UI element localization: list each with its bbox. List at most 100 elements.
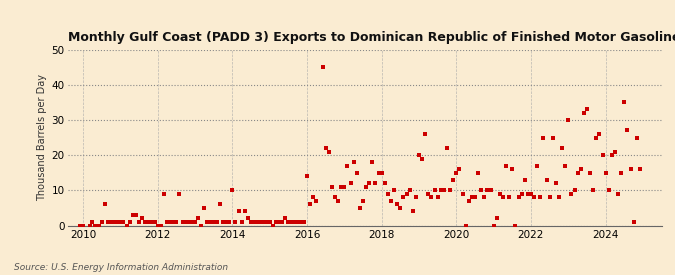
Point [131,213,142,217]
Point [563,118,574,122]
Point [122,223,132,228]
Point [470,195,481,200]
Point [218,220,229,224]
Point [75,223,86,228]
Point [544,195,555,200]
Point [202,220,213,224]
Point [292,220,303,224]
Point [429,188,440,192]
Point [466,195,477,200]
Point [610,149,620,154]
Point [97,220,107,224]
Point [171,220,182,224]
Point [594,132,605,136]
Point [454,167,464,171]
Point [622,128,632,133]
Point [209,220,219,224]
Point [93,223,104,228]
Point [529,195,539,200]
Point [379,181,390,185]
Point [143,220,154,224]
Point [597,153,608,157]
Point [230,220,241,224]
Point [354,206,365,210]
Point [149,220,160,224]
Point [522,192,533,196]
Point [280,216,291,221]
Point [323,149,334,154]
Point [513,195,524,200]
Point [205,220,216,224]
Point [420,132,431,136]
Point [460,223,471,228]
Point [495,192,506,196]
Y-axis label: Thousand Barrels per Day: Thousand Barrels per Day [37,74,47,201]
Point [488,223,499,228]
Point [153,223,163,228]
Text: Monthly Gulf Coast (PADD 3) Exports to Dominican Republic of Finished Motor Gaso: Monthly Gulf Coast (PADD 3) Exports to D… [68,31,675,44]
Point [304,202,315,207]
Point [346,181,356,185]
Point [90,223,101,228]
Point [510,223,520,228]
Point [137,216,148,221]
Point [159,192,169,196]
Point [358,199,369,203]
Point [162,220,173,224]
Point [585,170,595,175]
Point [192,216,203,221]
Point [187,220,198,224]
Point [551,181,562,185]
Point [180,220,191,224]
Point [581,107,592,112]
Point [298,220,309,224]
Point [178,220,188,224]
Point [267,223,278,228]
Point [606,153,617,157]
Point [124,220,135,224]
Point [327,185,338,189]
Point [445,188,456,192]
Point [504,195,514,200]
Point [554,195,564,200]
Point [283,220,294,224]
Point [572,170,583,175]
Point [591,135,601,140]
Point [360,185,371,189]
Point [383,192,394,196]
Point [451,170,462,175]
Point [569,188,580,192]
Point [134,220,144,224]
Point [308,195,319,200]
Point [87,220,98,224]
Point [146,220,157,224]
Point [118,220,129,224]
Point [392,202,403,207]
Point [556,146,567,150]
Point [370,181,381,185]
Point [336,185,347,189]
Point [165,220,176,224]
Point [140,220,151,224]
Point [78,223,88,228]
Point [404,188,415,192]
Point [625,167,636,171]
Point [566,192,576,196]
Point [271,220,281,224]
Point [385,199,396,203]
Point [507,167,518,171]
Point [103,220,113,224]
Point [184,220,194,224]
Point [277,220,288,224]
Point [321,146,331,150]
Point [575,167,586,171]
Point [196,223,207,228]
Point [302,174,313,178]
Point [497,195,508,200]
Point [99,202,110,207]
Point [435,188,446,192]
Point [491,216,502,221]
Point [168,220,179,224]
Point [532,163,543,168]
Point [603,188,614,192]
